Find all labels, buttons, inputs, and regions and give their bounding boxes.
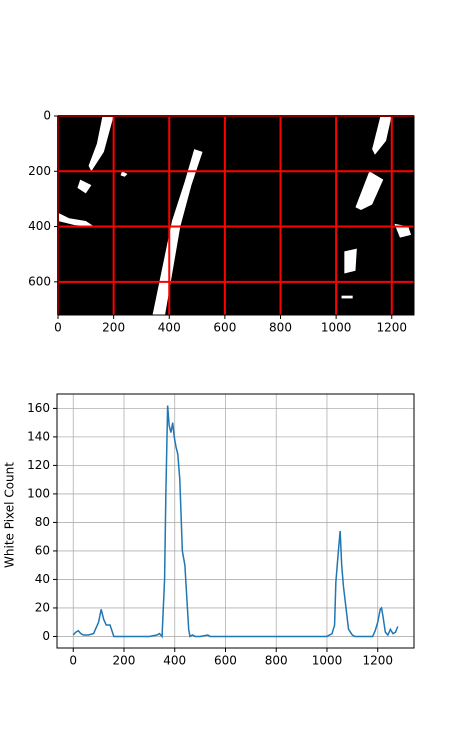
- x-tick-label: 1200: [362, 654, 393, 668]
- y-tick-label: 80: [35, 515, 50, 529]
- x-tick-label: 0: [54, 321, 62, 335]
- y-tick-label: 120: [27, 458, 50, 472]
- y-tick-label: 140: [27, 429, 50, 443]
- x-tick-label: 800: [269, 321, 292, 335]
- lane-dash: [58, 212, 95, 227]
- lane-dash: [120, 171, 128, 177]
- y-tick-label: 100: [27, 486, 50, 500]
- y-tick-label: 0: [43, 109, 51, 123]
- y-axis-label: White Pixel Count: [3, 462, 17, 568]
- y-tick-label: 60: [35, 543, 50, 557]
- y-tick-label: 20: [35, 600, 50, 614]
- x-tick-label: 600: [213, 321, 236, 335]
- x-tick-label: 600: [214, 654, 237, 668]
- y-tick-label: 400: [28, 219, 51, 233]
- lane-dash: [344, 248, 357, 274]
- line: [72, 405, 399, 639]
- x-tick-label: 1000: [312, 654, 343, 668]
- y-tick-label: 600: [28, 274, 51, 288]
- lane-left: [152, 149, 203, 316]
- x-tick-label: 400: [158, 321, 181, 335]
- image-background: [58, 116, 414, 315]
- lane-dash: [355, 171, 384, 210]
- axes-frame: [56, 393, 415, 649]
- x-tick-label: 1000: [321, 321, 352, 335]
- lane-dash: [341, 295, 353, 299]
- x-tick-label: 800: [265, 654, 288, 668]
- axes-frame: [57, 115, 415, 316]
- y-tick-label: 200: [28, 164, 51, 178]
- x-tick-label: 200: [102, 321, 125, 335]
- x-tick-label: 400: [163, 654, 186, 668]
- x-tick-label: 200: [113, 654, 136, 668]
- lane-dash: [88, 116, 114, 172]
- y-tick-label: 40: [35, 572, 50, 586]
- x-tick-label: 1200: [376, 321, 407, 335]
- lane-dash: [77, 179, 92, 194]
- lane-dash: [372, 116, 392, 155]
- y-tick-label: 160: [27, 401, 50, 415]
- y-tick-label: 0: [42, 629, 50, 643]
- lane-image: [58, 116, 412, 316]
- x-tick-label: 0: [69, 654, 77, 668]
